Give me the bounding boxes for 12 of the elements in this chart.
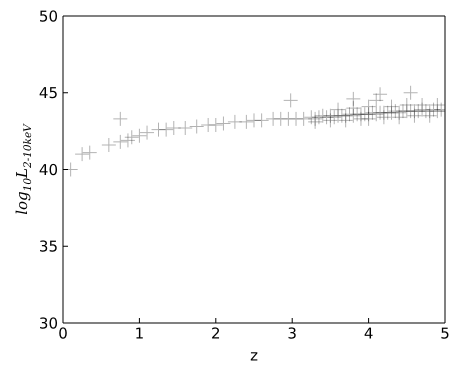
x-tick-label: 0 [58, 324, 68, 343]
y-tick-label: 40 [38, 160, 58, 179]
y-tick-label: 45 [38, 84, 58, 102]
y-tick-label: 30 [38, 314, 58, 332]
x-axis-title: z [250, 346, 258, 365]
x-tick-label: 4 [364, 324, 374, 343]
x-tick-label: 3 [287, 324, 297, 343]
y-tick-label: 35 [38, 238, 58, 256]
y-tick-label: 50 [38, 7, 58, 26]
x-tick-label: 2 [211, 324, 221, 343]
x-tick-label: 5 [440, 324, 450, 343]
x-tick-label: 1 [134, 324, 144, 343]
